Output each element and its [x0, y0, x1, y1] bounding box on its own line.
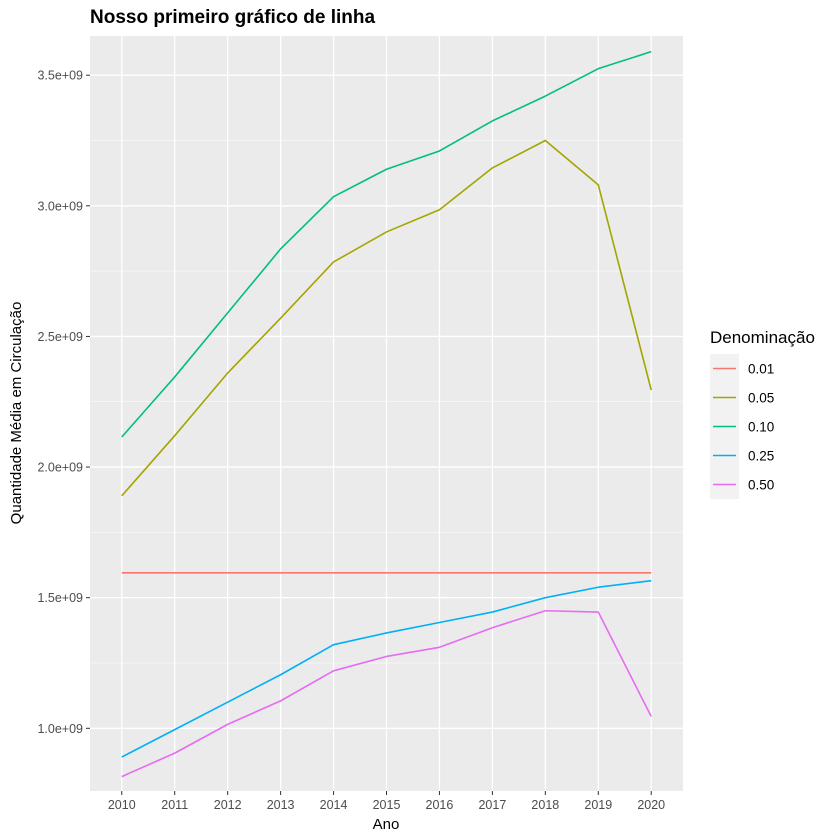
x-tick-label: 2012	[214, 798, 242, 812]
series-line-0.50	[121, 609, 652, 778]
x-tick-label: 2016	[426, 798, 454, 812]
y-tick-label: 3.0e+09	[37, 199, 83, 213]
legend: Denominação 0.01 0.05 0.10 0.25 0.50	[710, 328, 815, 499]
x-tick-label: 2010	[108, 798, 136, 812]
series-line-0.25	[121, 579, 652, 758]
legend-label: 0.25	[748, 449, 774, 464]
y-axis: 1.0e+09 1.5e+09 2.0e+09 2.5e+09 3.0e+09 3.5e+…	[37, 69, 90, 736]
legend-label: 0.50	[748, 478, 774, 493]
series-line-0.05	[121, 139, 653, 497]
series-line-0.10	[121, 50, 652, 438]
x-tick-label: 2011	[161, 798, 188, 812]
legend-label: 0.01	[748, 362, 774, 377]
y-tick-label: 2.5e+09	[37, 330, 83, 344]
legend-label: 0.10	[748, 420, 774, 435]
y-axis-title: Quantidade Média em Circulação	[8, 302, 25, 525]
x-axis: 2010 2011 2012 2013 2014 2015 2016 2017 2018 2019…	[108, 791, 665, 812]
x-tick-label: 2013	[267, 798, 295, 812]
legend-title: Denominação	[710, 328, 815, 347]
x-axis-title: Ano	[373, 816, 400, 833]
y-tick-label: 1.5e+09	[37, 591, 83, 605]
legend-label: 0.05	[748, 391, 774, 406]
x-tick-label: 2014	[320, 798, 348, 812]
x-tick-label: 2020	[637, 798, 665, 812]
series-lines	[121, 50, 653, 778]
x-tick-label: 2019	[584, 798, 612, 812]
y-tick-label: 1.0e+09	[37, 722, 83, 736]
chart-title: Nosso primeiro gráfico de linha	[90, 7, 375, 28]
x-tick-label: 2018	[531, 798, 559, 812]
y-tick-label: 2.0e+09	[37, 461, 83, 475]
y-tick-label: 3.5e+09	[37, 69, 83, 83]
x-tick-label: 2017	[478, 798, 506, 812]
x-tick-label: 2015	[373, 798, 401, 812]
